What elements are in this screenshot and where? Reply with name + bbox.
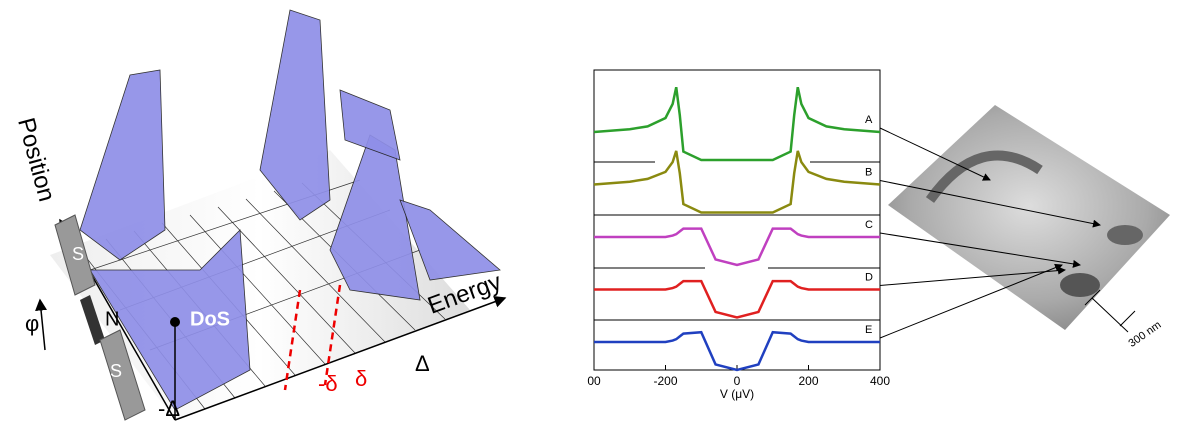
scale-bar xyxy=(1084,289,1136,333)
data-line xyxy=(594,279,880,319)
tick-label: Δ xyxy=(415,351,430,376)
reference-lines xyxy=(594,161,880,321)
afm-pad xyxy=(1107,225,1143,245)
s-block xyxy=(54,214,96,296)
x-tick-label: -200 xyxy=(653,374,677,388)
pointer-arrow xyxy=(879,232,1081,268)
phi-label: φ xyxy=(25,311,39,336)
afm-ridge xyxy=(925,150,1043,203)
series-label: B xyxy=(865,166,872,178)
series-label: E xyxy=(865,324,872,336)
x-tick-label: 200 xyxy=(798,374,818,388)
s-label: S xyxy=(72,244,84,264)
pointer-arrow xyxy=(879,266,1066,286)
energy-axis xyxy=(174,296,507,421)
data-line xyxy=(593,86,881,162)
afm-pad xyxy=(1060,273,1100,297)
series-label: A xyxy=(865,114,873,126)
dos-marker xyxy=(170,317,180,327)
data-line xyxy=(593,150,881,214)
data-line xyxy=(594,227,880,267)
dos-wall xyxy=(89,229,251,411)
tick-label: -Δ xyxy=(158,396,180,421)
dos-wall xyxy=(329,134,421,301)
x-tick-label: 00 xyxy=(587,374,601,388)
scale-label: 300 nm xyxy=(1127,319,1164,350)
tick-label: δ xyxy=(355,366,367,391)
afm-image: 300 nm xyxy=(888,105,1170,350)
dos-wall xyxy=(399,199,501,281)
pointer-arrow xyxy=(879,263,1063,339)
dos-wall xyxy=(259,9,331,221)
pointer-arrow xyxy=(879,127,991,181)
position-label: Position xyxy=(12,115,60,204)
dos-wall xyxy=(339,89,401,161)
series-label: C xyxy=(865,219,873,231)
x-tick-label: 0 xyxy=(734,374,741,388)
delta-lines xyxy=(283,284,342,391)
dos-wall xyxy=(79,69,166,261)
pointer-arrow xyxy=(879,180,1101,228)
x-tick-label: 400 xyxy=(870,374,890,388)
dos-illustration: Position Energy DoS N φ S S -Δ -δ δ Δ xyxy=(12,9,507,421)
phi-arrow xyxy=(35,298,48,351)
n-block xyxy=(80,295,105,345)
s-label: S xyxy=(110,361,122,381)
plot-frame xyxy=(593,69,881,371)
series-label: D xyxy=(865,271,873,283)
x-axis-label: V (μV) xyxy=(720,387,754,401)
s-block xyxy=(99,329,146,421)
dos-label: DoS xyxy=(190,308,230,330)
afm-surface xyxy=(888,105,1170,330)
n-label: N xyxy=(105,308,119,330)
tick-label: -δ xyxy=(318,371,338,396)
data-line xyxy=(594,330,880,372)
